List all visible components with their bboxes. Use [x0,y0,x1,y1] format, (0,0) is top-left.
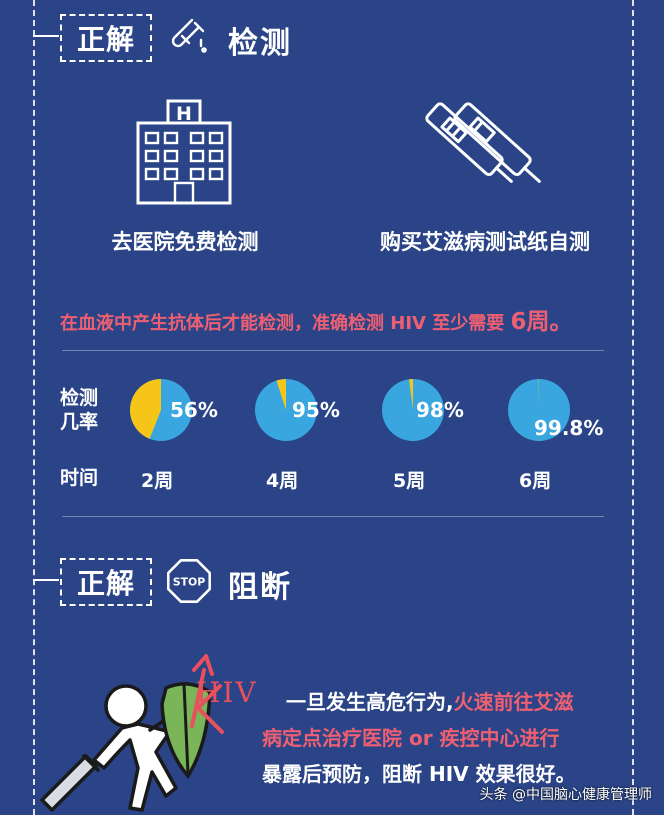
pie-2-weeks [130,379,192,441]
right-frame-line [632,0,634,815]
blocking-text-line3: 暴露后预防，阻断 HIV 效果很好。 [262,762,576,786]
category-label-6-weeks: 6周 [519,470,552,492]
section-tag: 正解 [60,14,152,62]
section-title: 检测 [228,26,292,61]
note-text: 在血液中产生抗体后才能检测，准确检测 HIV 至少需要 [60,313,511,334]
left-frame-line [33,0,35,815]
value-label-2-weeks: 56% [170,398,218,422]
detection-note: 在血液中产生抗体后才能检测，准确检测 HIV 至少需要 6周。 [60,302,573,336]
section-header-blocking: 正解 STOP 阻断 [0,552,664,608]
category-label-4-weeks: 4周 [266,470,299,492]
option-hospital-label: 去医院免费检测 [111,230,259,254]
stop-sign-text: STOP [173,576,206,589]
note-emphasis: 6周。 [510,309,573,335]
watermark: 头条 @中国脑心健康管理师 [479,787,652,803]
pie-remaining-slice [409,379,413,410]
blocking-text-line2: 病定点治疗医院 or 疾控中心进行 [262,726,560,750]
pie-remaining-slice [276,379,286,410]
time-label: 时间 [60,467,99,489]
hiv-tag: HIV [196,676,258,709]
blocking-text-line1-pink: 火速前往艾滋 [453,690,574,714]
pie-6-weeks [508,379,570,441]
value-label-6-weeks: 99.8% [534,416,604,440]
section-title: 阻断 [228,570,292,605]
category-label-5-weeks: 5周 [393,470,426,492]
section-tag: 正解 [60,558,152,606]
blocking-text-line1-white: 一旦发生高危行为, [286,690,454,714]
pie-4-weeks [255,379,317,441]
value-label-5-weeks: 98% [416,398,464,422]
test-tube-icon [171,18,207,53]
hospital-icon: H [136,99,232,205]
pie-5-weeks [382,379,444,441]
header-tick [33,579,59,581]
header-tick [33,35,59,37]
svg-text:H: H [176,103,192,125]
probability-label-line2: 几率 [60,411,99,433]
option-test-strip-label: 购买艾滋病测试纸自测 [380,230,590,254]
category-label-2-weeks: 2周 [141,470,174,492]
probability-label: 检测 几率 [60,386,98,434]
stop-sign-icon: STOP [167,559,211,603]
divider-bottom [62,516,604,517]
value-label-4-weeks: 95% [292,398,340,422]
pie-remaining-slice [130,379,161,439]
divider-top [62,350,604,351]
probability-label-line1: 检测 [60,387,99,409]
section-header-detection: 正解 检测 [0,8,664,64]
blocking-text-line1: 一旦发生高危行为,火速前往艾滋 [286,686,574,715]
test-strip-icon [425,102,541,183]
defender-figure-illustration [40,654,224,812]
